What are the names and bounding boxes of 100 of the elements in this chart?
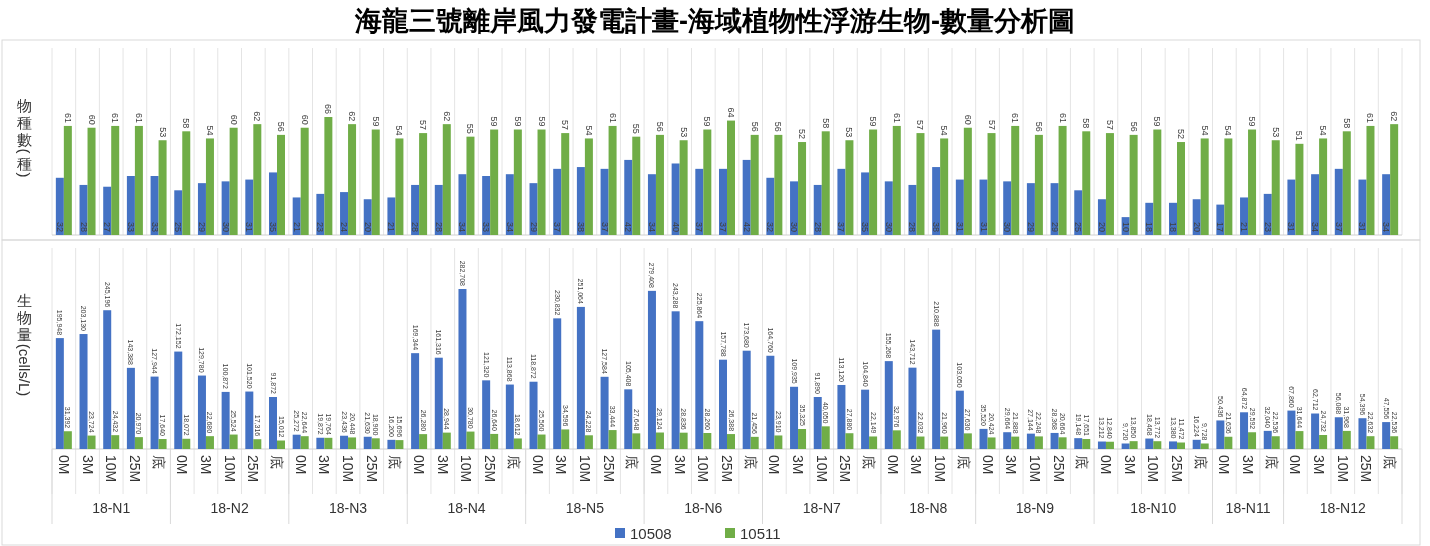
text: 18-N5 xyxy=(565,500,605,516)
bar xyxy=(490,129,499,235)
data-label: 58 xyxy=(820,118,831,129)
bar xyxy=(1342,430,1351,449)
bar xyxy=(932,329,941,449)
data-label: 61 xyxy=(607,112,618,123)
x-tick-label: 25M xyxy=(126,455,143,483)
bar xyxy=(979,179,988,235)
data-label: 58 xyxy=(1081,118,1092,129)
bar xyxy=(719,168,727,235)
bar xyxy=(750,134,759,235)
data-label: 28 xyxy=(410,221,421,232)
x-tick-label: 底 xyxy=(150,455,167,469)
bar xyxy=(553,168,562,235)
x-tick-label: 10M xyxy=(1145,455,1162,483)
bar xyxy=(561,429,570,449)
bar xyxy=(719,359,727,449)
data-label: 20 xyxy=(1096,221,1107,232)
bar xyxy=(363,436,372,449)
data-label: 31 xyxy=(954,221,965,232)
bar xyxy=(695,321,704,449)
data-label: 18 xyxy=(1144,221,1155,232)
x-tick-label: 25M xyxy=(363,455,380,483)
data-label: 21 xyxy=(386,221,397,232)
bar xyxy=(277,134,285,235)
data-label: 57 xyxy=(986,120,997,131)
bar xyxy=(324,117,333,235)
data-label: 54 xyxy=(1199,125,1210,136)
bar xyxy=(608,125,617,235)
bar xyxy=(1216,420,1225,449)
bar xyxy=(537,434,546,449)
text: 18-N11 xyxy=(1225,500,1271,516)
data-label: 64 xyxy=(726,107,736,118)
x-tick-label: 3M xyxy=(1311,455,1328,475)
x-tick-label: 10M xyxy=(340,455,357,483)
bar xyxy=(182,131,191,235)
bar xyxy=(442,432,451,449)
bar xyxy=(458,289,467,449)
data-label: 59 xyxy=(512,116,523,127)
bar xyxy=(505,174,514,235)
bar xyxy=(553,318,562,449)
x-tick-label: 25M xyxy=(837,455,854,483)
bar xyxy=(1334,417,1343,449)
bar xyxy=(1390,436,1399,449)
chart-title: 海龍三號離岸風力發電計畫-海域植物性浮游生物-數量分析圖 xyxy=(354,6,1075,36)
bar xyxy=(742,350,751,449)
data-label: 34 xyxy=(504,221,515,232)
data-label: 54 xyxy=(394,125,405,136)
bar xyxy=(892,125,901,235)
data-label: 58 xyxy=(1341,118,1352,129)
bar xyxy=(647,174,656,235)
x-tick-label: 0M xyxy=(529,455,546,475)
data-label: 40 xyxy=(670,221,681,232)
data-label: 34 xyxy=(646,221,657,232)
data-label: 61 xyxy=(1365,112,1376,123)
bar xyxy=(1105,133,1114,235)
data-label: 18 xyxy=(1168,221,1178,232)
bar xyxy=(1097,441,1106,449)
bar xyxy=(940,138,949,235)
data-label: 35 xyxy=(268,221,278,232)
bar xyxy=(269,172,277,235)
bar xyxy=(1082,131,1091,235)
data-label: 28 xyxy=(78,221,89,232)
bar xyxy=(1129,441,1138,449)
data-label: 27 xyxy=(102,221,113,232)
bar xyxy=(1200,443,1209,449)
bar xyxy=(671,163,680,235)
data-label: 25 xyxy=(173,221,184,232)
bar xyxy=(1011,436,1020,449)
bar xyxy=(126,176,135,235)
data-label: 56 xyxy=(773,121,784,132)
data-label: 31 xyxy=(1286,221,1297,232)
x-tick-label: 底 xyxy=(955,455,972,469)
bar xyxy=(608,430,617,449)
data-label: 30 xyxy=(1002,221,1013,232)
bar xyxy=(269,397,277,449)
data-label: 60 xyxy=(299,114,310,125)
bar xyxy=(292,434,301,449)
data-label: 37 xyxy=(694,221,705,232)
bar xyxy=(655,134,664,235)
bar xyxy=(963,433,972,449)
data-label: 10 xyxy=(1120,221,1131,232)
data-label: 33 xyxy=(481,221,492,232)
data-label: 34 xyxy=(457,221,468,232)
x-tick-label: 3M xyxy=(1003,455,1020,475)
bar xyxy=(103,310,112,449)
bar xyxy=(1342,131,1351,235)
data-label: 53 xyxy=(1270,127,1281,138)
bar xyxy=(774,435,783,449)
bar xyxy=(1074,438,1083,449)
data-label: 24 xyxy=(339,221,350,232)
data-label: 54 xyxy=(939,125,950,136)
x-tick-label: 3M xyxy=(1121,455,1138,475)
bar xyxy=(869,436,878,449)
bar xyxy=(1248,129,1257,235)
bar xyxy=(1192,439,1201,449)
bar xyxy=(1003,181,1012,235)
x-tick-label: 0M xyxy=(1097,455,1114,475)
x-tick-label: 3M xyxy=(553,455,570,475)
x-tick-label: 0M xyxy=(1287,455,1304,475)
